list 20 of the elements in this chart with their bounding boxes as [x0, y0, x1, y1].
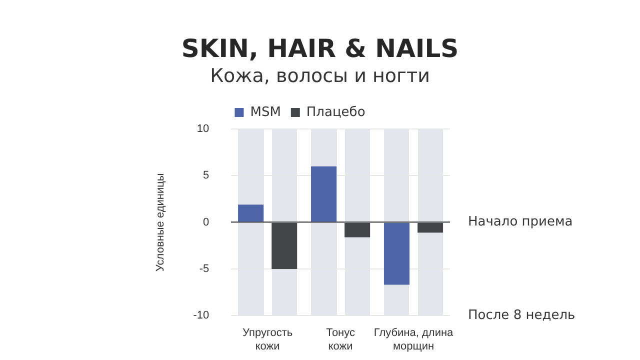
y-tick-label: 0 — [202, 216, 210, 228]
legend-label: MSM — [250, 104, 281, 120]
x-tick-label: Тонус кожи — [326, 327, 356, 352]
bar — [272, 222, 298, 269]
bar — [311, 166, 337, 222]
y-tick-label: 10 — [196, 123, 210, 136]
bar — [238, 204, 264, 222]
y-tick-label: -10 — [193, 310, 210, 322]
chart-title: SKIN, HAIR & NAILS — [180, 34, 460, 63]
y-tick-label: -5 — [199, 262, 210, 275]
y-axis-title: Условные единицы — [154, 173, 167, 272]
legend-label: Плацебо — [306, 104, 366, 120]
chart-subtitle: Кожа, волосы и ногти — [209, 65, 431, 87]
x-tick-label: Упругость кожи — [242, 327, 293, 352]
bar — [418, 222, 444, 233]
x-tick-label: Глубина, длина морщин — [374, 327, 454, 352]
y-tick-label: 5 — [202, 170, 210, 182]
text: Начало приема — [468, 214, 573, 230]
text: После 8 недель — [468, 308, 576, 323]
bar — [344, 222, 370, 238]
